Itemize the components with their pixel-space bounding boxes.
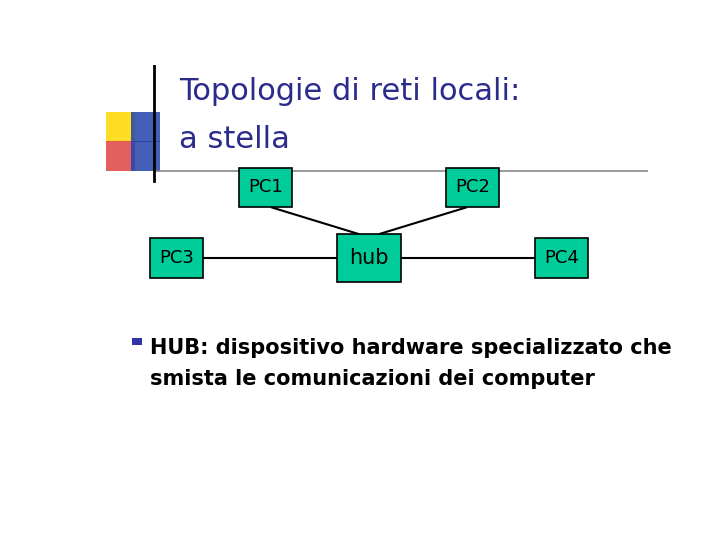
FancyBboxPatch shape [446, 168, 499, 207]
Text: smista le comunicazioni dei computer: smista le comunicazioni dei computer [150, 369, 595, 389]
FancyBboxPatch shape [337, 234, 401, 282]
FancyBboxPatch shape [131, 112, 160, 141]
FancyBboxPatch shape [150, 238, 203, 278]
Text: PC1: PC1 [248, 178, 283, 197]
FancyBboxPatch shape [131, 141, 160, 171]
FancyBboxPatch shape [106, 112, 135, 141]
FancyBboxPatch shape [132, 338, 142, 345]
Text: hub: hub [349, 248, 389, 268]
FancyBboxPatch shape [239, 168, 292, 207]
Text: PC4: PC4 [544, 249, 579, 267]
Text: Topologie di reti locali:: Topologie di reti locali: [179, 77, 521, 106]
Text: HUB: dispositivo hardware specializzato che: HUB: dispositivo hardware specializzato … [150, 338, 672, 357]
Text: a stella: a stella [179, 125, 290, 154]
Text: PC2: PC2 [455, 178, 490, 197]
FancyBboxPatch shape [106, 141, 135, 171]
Text: PC3: PC3 [159, 249, 194, 267]
FancyBboxPatch shape [535, 238, 588, 278]
